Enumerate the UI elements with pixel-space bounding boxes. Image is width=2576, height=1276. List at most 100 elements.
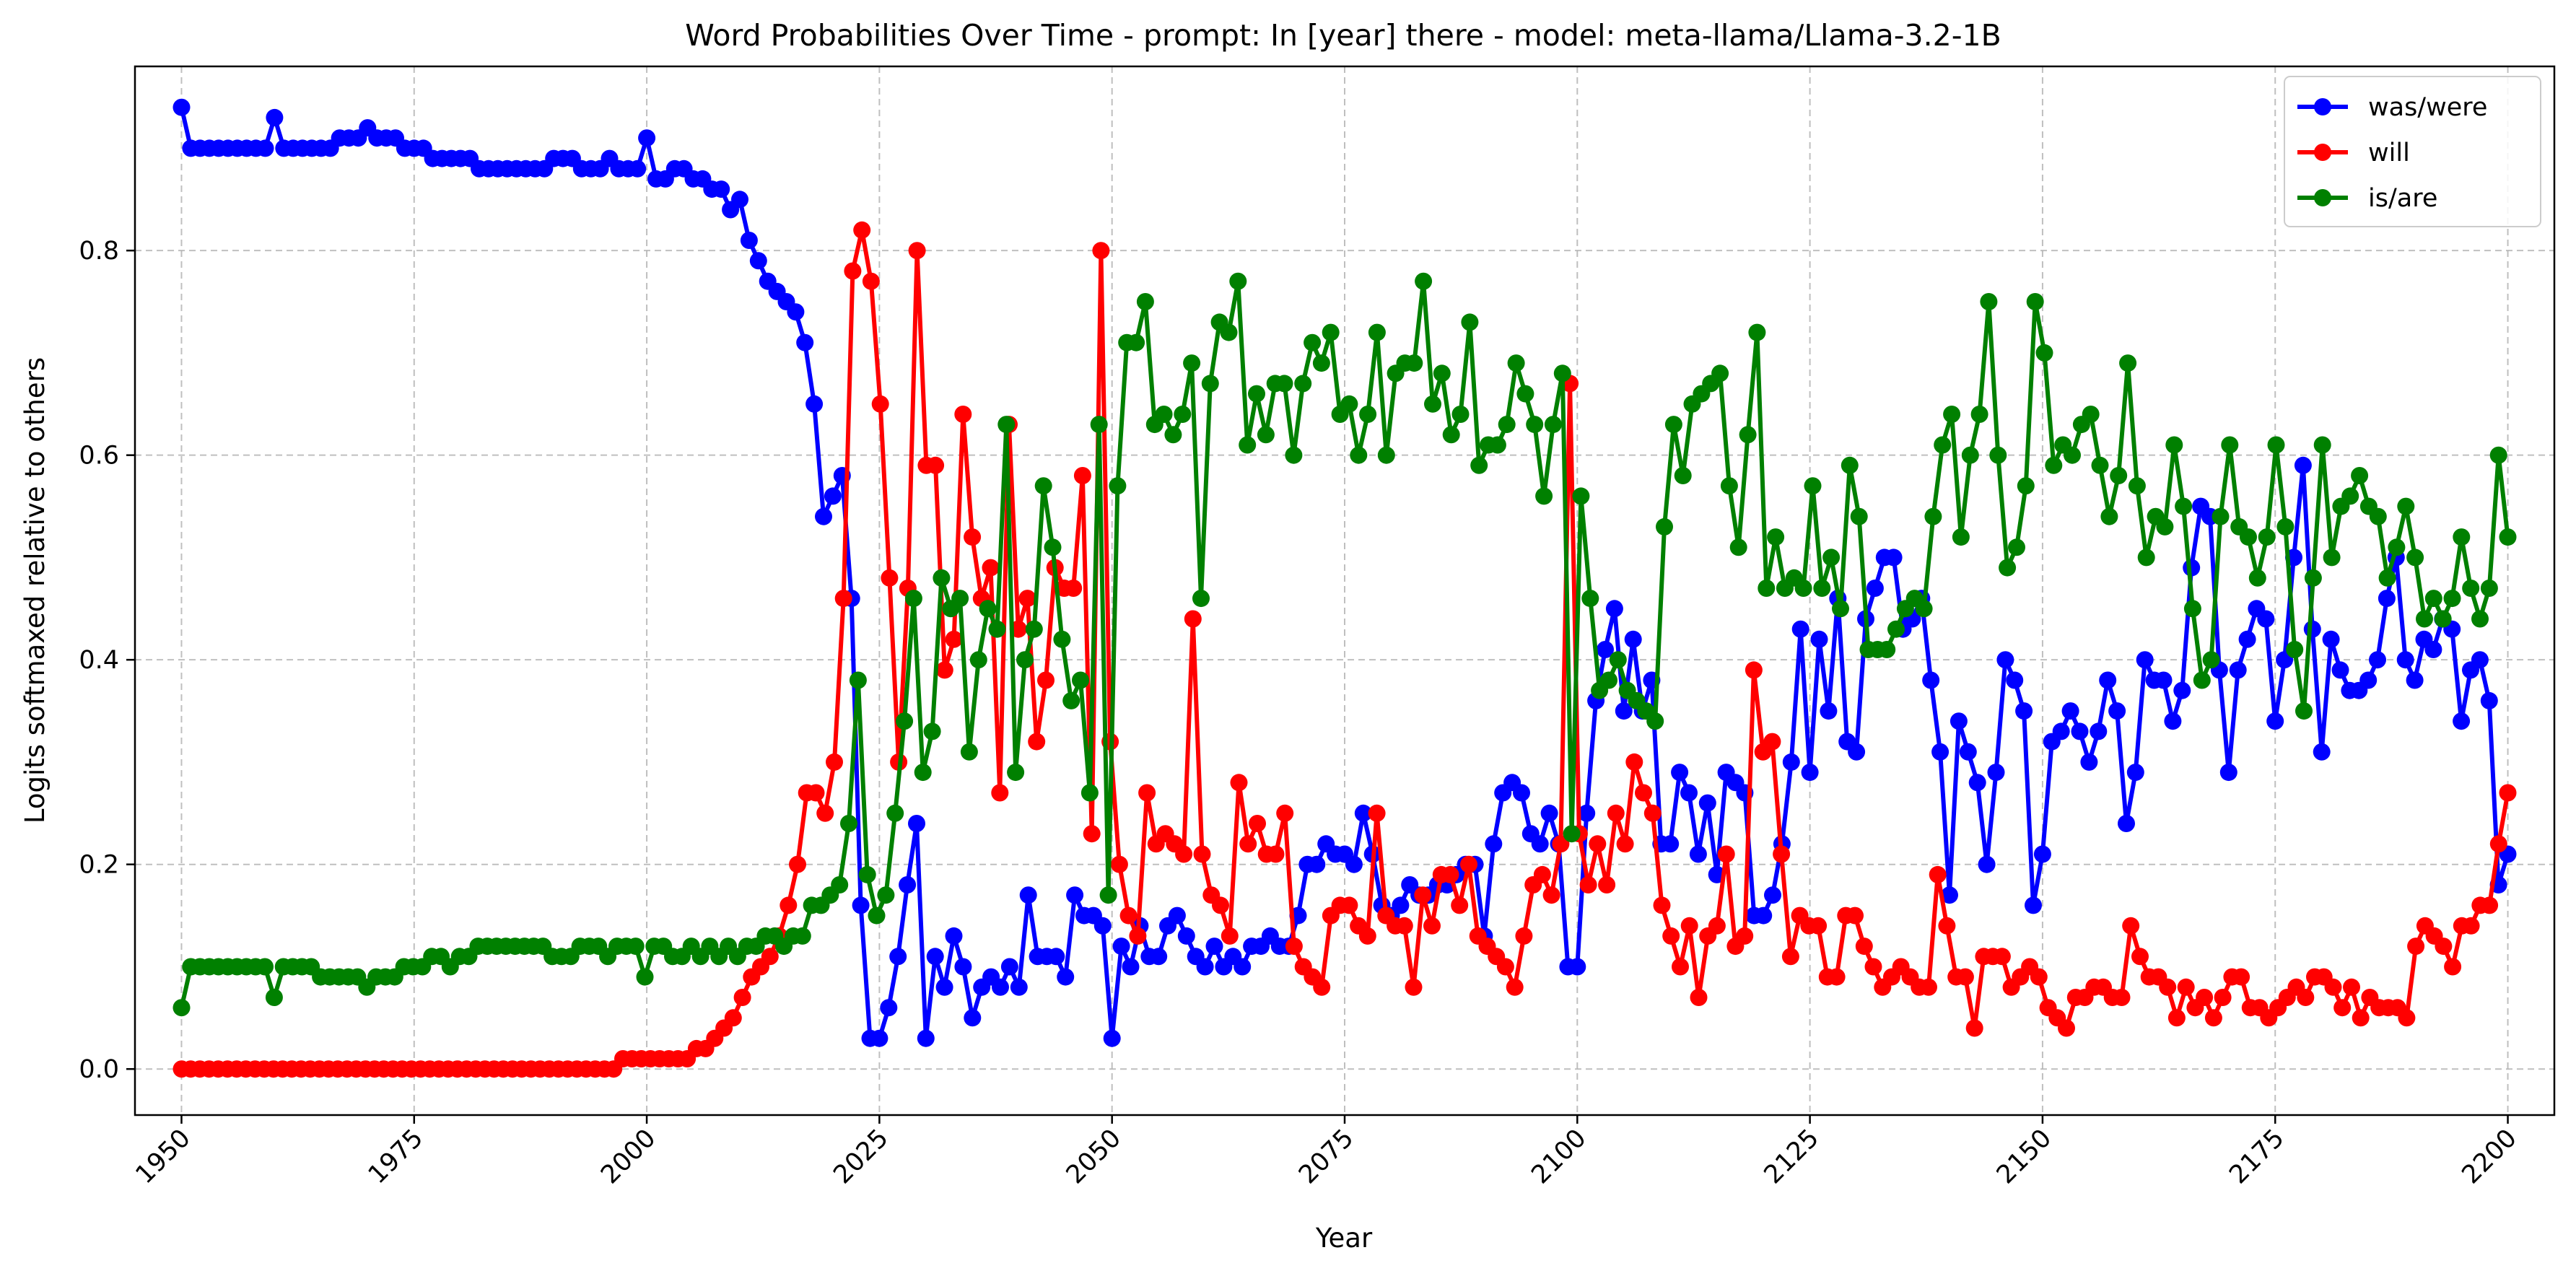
data-point bbox=[933, 569, 951, 587]
data-point bbox=[2118, 815, 2135, 832]
data-point bbox=[935, 978, 953, 996]
data-point bbox=[1568, 958, 1586, 976]
data-point bbox=[1368, 323, 1386, 341]
data-point bbox=[1433, 364, 1451, 383]
data-point bbox=[1196, 958, 1214, 976]
data-point bbox=[2113, 989, 2131, 1006]
data-point bbox=[992, 978, 1009, 996]
data-point bbox=[2052, 722, 2070, 740]
data-point bbox=[964, 1009, 982, 1027]
data-point bbox=[2424, 590, 2442, 608]
data-point bbox=[988, 620, 1006, 638]
data-point bbox=[1093, 917, 1112, 935]
data-point bbox=[2257, 610, 2275, 628]
data-point bbox=[2177, 978, 2195, 996]
data-point bbox=[1748, 323, 1766, 341]
data-point bbox=[2398, 1009, 2416, 1027]
data-point bbox=[1515, 927, 1533, 945]
data-point bbox=[1781, 948, 1799, 966]
data-point bbox=[1257, 426, 1275, 444]
data-point bbox=[1112, 938, 1130, 956]
data-point bbox=[2313, 743, 2331, 761]
data-point bbox=[1461, 313, 1479, 331]
data-point bbox=[1110, 855, 1128, 873]
data-point bbox=[733, 989, 751, 1006]
data-point bbox=[1354, 804, 1372, 822]
data-point bbox=[1155, 406, 1173, 423]
data-point bbox=[2080, 753, 2098, 771]
data-point bbox=[844, 262, 862, 280]
data-point bbox=[1736, 927, 1754, 945]
data-point bbox=[2489, 446, 2507, 464]
data-point bbox=[1579, 876, 1597, 893]
data-point bbox=[1956, 968, 1974, 986]
data-point bbox=[1451, 406, 1470, 423]
data-point bbox=[1544, 416, 1562, 434]
data-point bbox=[1581, 590, 1599, 608]
data-point bbox=[2119, 354, 2137, 372]
data-point bbox=[1053, 630, 1071, 648]
data-point bbox=[1850, 507, 1868, 525]
data-point bbox=[2167, 1009, 2186, 1027]
data-point bbox=[2388, 538, 2406, 556]
data-point bbox=[1201, 375, 1219, 393]
data-point bbox=[1791, 620, 1809, 638]
legend: was/were will is/are bbox=[2284, 76, 2541, 227]
data-point bbox=[712, 180, 730, 198]
data-point bbox=[2015, 702, 2033, 720]
data-point bbox=[954, 958, 972, 976]
data-point bbox=[724, 1009, 742, 1027]
data-point bbox=[1304, 333, 1322, 351]
data-point bbox=[1804, 477, 1822, 495]
data-point bbox=[1878, 641, 1896, 658]
data-point bbox=[626, 938, 645, 956]
data-point bbox=[2202, 651, 2220, 669]
data-point bbox=[1230, 774, 1248, 792]
data-point bbox=[2229, 661, 2247, 679]
data-point bbox=[914, 764, 932, 782]
data-point bbox=[1340, 395, 1358, 413]
data-point bbox=[1294, 375, 1312, 393]
data-point bbox=[2165, 436, 2183, 454]
data-point bbox=[2159, 978, 2177, 996]
data-point bbox=[899, 876, 917, 893]
data-point bbox=[1220, 323, 1238, 341]
data-point bbox=[2258, 528, 2276, 546]
data-point bbox=[2099, 671, 2117, 689]
data-point bbox=[1090, 416, 1108, 434]
data-point bbox=[2221, 436, 2239, 454]
data-point bbox=[945, 927, 963, 945]
data-point bbox=[1451, 896, 1469, 914]
legend-label-is-are: is/are bbox=[2368, 184, 2437, 213]
data-point bbox=[1192, 590, 1210, 608]
data-point bbox=[1664, 416, 1682, 434]
data-point bbox=[1531, 835, 1549, 853]
data-point bbox=[1150, 948, 1168, 966]
data-point bbox=[2443, 590, 2461, 608]
data-point bbox=[787, 303, 805, 321]
x-axis-label: Year bbox=[1315, 1223, 1373, 1254]
data-point bbox=[1221, 927, 1239, 945]
data-point bbox=[1589, 835, 1607, 853]
data-point bbox=[853, 221, 871, 239]
data-point bbox=[964, 528, 982, 546]
data-point bbox=[173, 98, 191, 116]
data-point bbox=[256, 958, 274, 976]
data-point bbox=[1989, 446, 2007, 464]
data-point bbox=[805, 395, 824, 413]
data-point bbox=[1540, 804, 1558, 822]
data-point bbox=[2462, 917, 2480, 935]
data-point bbox=[2090, 722, 2108, 740]
data-point bbox=[1846, 906, 1864, 925]
data-point bbox=[1513, 784, 1530, 802]
data-point bbox=[1423, 917, 1441, 935]
data-point bbox=[2407, 938, 2425, 956]
data-point bbox=[1395, 917, 1413, 935]
data-point bbox=[1605, 600, 1623, 618]
data-point bbox=[2343, 978, 2360, 996]
data-point bbox=[173, 999, 191, 1017]
legend-marker-was-were bbox=[2314, 98, 2331, 115]
data-point bbox=[1572, 487, 1590, 505]
series-group bbox=[173, 98, 2517, 1078]
data-point bbox=[904, 590, 922, 608]
